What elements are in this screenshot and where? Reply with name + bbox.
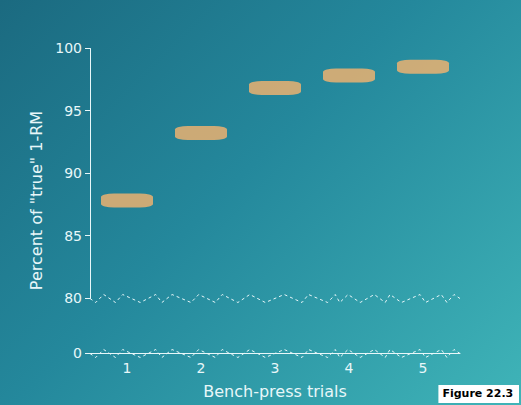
svg-text:Bench-press trials: Bench-press trials [203, 382, 347, 401]
svg-text:100: 100 [55, 40, 82, 56]
svg-text:4: 4 [345, 360, 354, 376]
svg-text:Figure 22.3: Figure 22.3 [442, 387, 513, 400]
svg-text:3: 3 [271, 360, 280, 376]
svg-text:90: 90 [64, 165, 82, 181]
svg-text:80: 80 [64, 290, 82, 306]
svg-text:Percent of "true" 1-RM: Percent of "true" 1-RM [27, 111, 46, 290]
svg-text:5: 5 [419, 360, 428, 376]
svg-text:85: 85 [64, 228, 82, 244]
svg-text:1: 1 [123, 360, 132, 376]
svg-text:95: 95 [64, 103, 82, 119]
svg-text:2: 2 [197, 360, 206, 376]
svg-text:0: 0 [73, 345, 82, 361]
